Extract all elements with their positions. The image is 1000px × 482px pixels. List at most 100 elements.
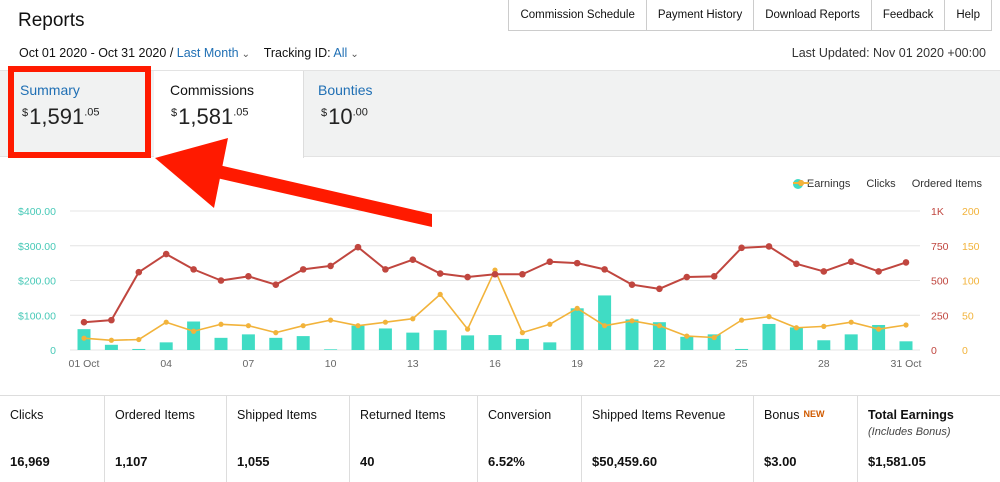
tab-summary-amount: $1,591.05	[22, 104, 100, 129]
stat-clicks: Clicks 16,969	[0, 396, 105, 482]
tracking-id-dropdown[interactable]: All	[333, 46, 348, 60]
ordered-items-point	[903, 322, 909, 328]
earnings-bar	[269, 337, 283, 350]
clicks-point	[299, 266, 307, 273]
clicks-point	[272, 281, 280, 288]
clicks-point	[217, 277, 225, 284]
ordered-items-point	[136, 336, 142, 343]
earnings-bar	[406, 332, 420, 350]
clicks-line	[83, 245, 907, 324]
earnings-bar	[296, 336, 310, 350]
x-axis-tick: 31 Oct	[891, 358, 922, 370]
ordered-axis-tick: 200	[962, 206, 980, 218]
stat-conversion-value: 6.52%	[488, 454, 525, 469]
stat-shipped-revenue-value: $50,459.60	[592, 454, 658, 469]
earnings-bar	[899, 341, 913, 350]
clicks-point	[491, 270, 499, 278]
clicks-point	[162, 250, 170, 258]
earnings-bar	[159, 342, 173, 350]
earnings-bar	[652, 322, 666, 350]
page-title: Reports	[18, 10, 85, 31]
payment-history-button[interactable]: Payment History	[645, 0, 754, 31]
clicks-point	[327, 262, 334, 270]
earnings-bar	[735, 348, 749, 350]
ordered-items-point	[410, 316, 416, 322]
active-tab-pointer	[225, 156, 245, 166]
date-range: Oct 01 2020 - Oct 31 2020	[19, 46, 167, 60]
earnings-bar	[132, 348, 146, 350]
stat-bonus: Bonus NEW $3.00	[754, 396, 858, 482]
clicks-axis-tick: 1K	[931, 206, 944, 218]
ordered-axis-tick: 150	[962, 241, 980, 253]
ordered-items-point	[602, 323, 608, 329]
earnings-bar	[680, 336, 694, 350]
clicks-point	[601, 266, 608, 273]
legend-clicks[interactable]: Clicks	[792, 178, 896, 190]
ordered-items-point	[876, 326, 882, 332]
annotation-highlight-box	[8, 66, 151, 158]
legend-ordered-items[interactable]: Ordered Items	[792, 178, 982, 190]
ordered-items-point	[793, 325, 800, 331]
chevron-down-icon[interactable]: ⌄	[241, 49, 251, 60]
date-separator: /	[169, 46, 174, 60]
clicks-point	[765, 243, 773, 250]
download-reports-button[interactable]: Download Reports	[753, 0, 871, 31]
left-axis-tick: $200.00	[18, 276, 56, 288]
ordered-items-point	[245, 323, 251, 329]
stat-shipped-items: Shipped Items 1,055	[227, 396, 350, 482]
clicks-point	[382, 266, 389, 273]
ordered-axis-tick: 0	[962, 345, 968, 357]
help-button[interactable]: Help	[944, 0, 992, 31]
clicks-point	[519, 270, 526, 278]
clicks-point	[245, 273, 252, 280]
tracking-id-label: Tracking ID:	[263, 46, 331, 60]
earnings-bar	[378, 328, 392, 350]
earnings-bar	[461, 335, 475, 350]
x-axis-tick: 01 Oct	[69, 358, 100, 370]
tab-summary[interactable]: Summary $1,591.05	[0, 71, 152, 158]
new-badge: NEW	[803, 409, 825, 419]
tab-bounties-amount: $10.00	[321, 104, 368, 129]
chevron-down-icon[interactable]: ⌄	[350, 49, 359, 60]
feedback-button[interactable]: Feedback	[870, 0, 945, 31]
earnings-bar	[543, 342, 557, 350]
x-axis-tick: 13	[407, 358, 419, 370]
ordered-items-point	[848, 319, 854, 325]
ordered-axis-tick: 50	[962, 310, 974, 322]
stat-returned-items-value: 40	[360, 454, 375, 469]
commission-schedule-button[interactable]: Commission Schedule	[508, 0, 646, 31]
legend-ordered-swatch	[792, 180, 809, 186]
clicks-point	[108, 316, 115, 324]
x-axis-tick: 07	[243, 358, 255, 370]
ordered-items-point	[629, 318, 635, 324]
earnings-bar	[762, 323, 776, 350]
tab-commissions[interactable]: Commissions $1,581.05	[154, 71, 304, 158]
earnings-bar	[351, 325, 365, 350]
earnings-bar	[241, 334, 255, 350]
ordered-items-point	[656, 323, 663, 329]
clicks-point	[847, 258, 855, 266]
ordered-axis-tick: 100	[962, 276, 980, 288]
stat-ordered-items-value: 1,107	[115, 454, 148, 469]
ordered-items-point	[81, 335, 87, 341]
ordered-items-point	[519, 330, 526, 336]
clicks-point	[546, 258, 554, 266]
top-nav: Commission Schedule Payment History Down…	[508, 0, 992, 31]
stat-clicks-value: 16,969	[10, 454, 50, 469]
ordered-items-point	[355, 323, 361, 329]
earnings-bar	[433, 330, 447, 350]
earnings-chart: 0 $100.00 $200.00 $300.00 $400.00 0 250 500 750 1…	[0, 158, 1000, 392]
chart-svg: 0$100.00$200.00$300.00$400.0002505007501…	[18, 206, 980, 370]
period-dropdown[interactable]: Last Month	[176, 46, 239, 60]
x-axis-tick: 28	[818, 358, 830, 370]
earnings-bar	[488, 335, 502, 350]
tab-bounties-label: Bounties	[318, 82, 373, 98]
tab-bounties[interactable]: Bounties $10.00	[305, 71, 425, 158]
ordered-items-point	[574, 305, 580, 311]
earnings-bar	[872, 324, 886, 350]
tab-commissions-amount: $1,581.05	[171, 104, 249, 129]
earnings-bar	[844, 334, 858, 350]
clicks-axis-tick: 250	[931, 310, 949, 322]
clicks-point	[683, 273, 691, 281]
earnings-bar	[789, 327, 803, 350]
